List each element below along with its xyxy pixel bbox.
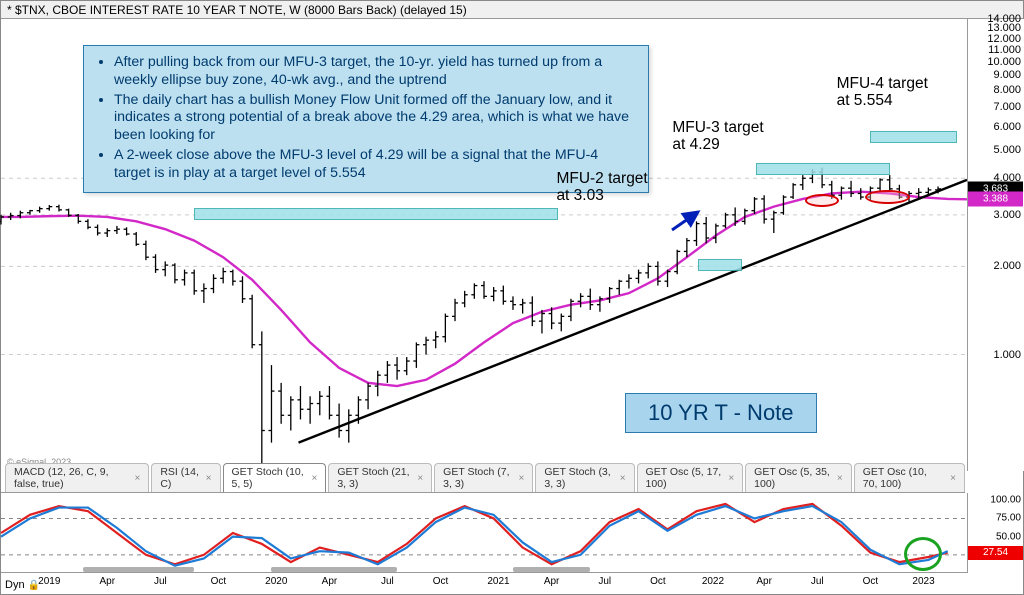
- x-tick: 2020: [265, 576, 287, 587]
- close-icon[interactable]: ×: [206, 473, 212, 484]
- tab-label: GET Osc (10, 70, 100): [863, 466, 944, 490]
- tab-label: GET Stoch (10, 5, 5): [232, 466, 306, 490]
- x-tick: Oct: [650, 576, 666, 587]
- y-tick: 7.000: [993, 101, 1021, 113]
- y-tick: 11.000: [988, 44, 1021, 56]
- annotation-mfu4: MFU-4 target at 5.554: [837, 75, 928, 109]
- target-zone: [756, 163, 889, 175]
- x-tick: 2022: [702, 576, 724, 587]
- time-axis: Dyn 🔒 2019 Apr Jul Oct 2020 Apr Jul Oct 2021 Apr J…: [1, 572, 967, 594]
- x-tick: Oct: [863, 576, 879, 587]
- chart-window: * $TNX, CBOE INTEREST RATE 10 YEAR T NOT…: [0, 0, 1024, 595]
- tab-label: GET Stoch (21, 3, 3): [337, 466, 411, 490]
- close-icon[interactable]: ×: [417, 473, 423, 484]
- y-tick: 3.000: [993, 209, 1021, 221]
- target-zone: [698, 259, 741, 271]
- y-tick: 1.000: [993, 349, 1021, 361]
- tab-label: GET Stoch (7, 3, 3): [443, 466, 512, 490]
- x-tick: Apr: [99, 576, 115, 587]
- x-tick: Oct: [211, 576, 227, 587]
- indicator-tab[interactable]: MACD (12, 26, C, 9, false, true) ×: [5, 463, 149, 492]
- close-icon[interactable]: ×: [620, 473, 626, 484]
- x-tick: Jul: [811, 576, 824, 587]
- oscillator-panel[interactable]: [1, 493, 967, 573]
- x-tick: Jul: [381, 576, 394, 587]
- close-icon[interactable]: ×: [135, 473, 141, 484]
- y-tick: 5.000: [993, 144, 1021, 156]
- close-icon[interactable]: ×: [950, 473, 956, 484]
- indicator-tab[interactable]: GET Osc (5, 35, 100) ×: [745, 463, 852, 492]
- annotation-mfu3: MFU-3 target at 4.29: [672, 119, 763, 153]
- indicator-tab[interactable]: GET Stoch (10, 5, 5) ×: [223, 463, 327, 492]
- osc-last-value: 27.54: [968, 546, 1023, 560]
- indicator-tabs: MACD (12, 26, C, 9, false, true)×RSI (14…: [1, 471, 965, 493]
- close-icon[interactable]: ×: [728, 473, 734, 484]
- highlight-circle: [904, 537, 942, 571]
- tab-label: GET Stoch (3, 3, 3): [544, 466, 613, 490]
- x-tick: Apr: [756, 576, 772, 587]
- y-tick: 6.000: [993, 121, 1021, 133]
- indicator-tab[interactable]: RSI (14, C) ×: [151, 463, 220, 492]
- close-icon[interactable]: ×: [312, 473, 318, 484]
- indicator-tab[interactable]: GET Stoch (3, 3, 3) ×: [535, 463, 634, 492]
- close-icon[interactable]: ×: [519, 473, 525, 484]
- x-tick: 2021: [487, 576, 509, 587]
- x-tick: Apr: [322, 576, 338, 587]
- indicator-tab[interactable]: GET Stoch (7, 3, 3) ×: [434, 463, 533, 492]
- x-tick: Jul: [598, 576, 611, 587]
- y-tick: 2.000: [993, 260, 1021, 272]
- target-zone: [194, 208, 558, 220]
- osc-y-tick: 50.00: [996, 531, 1021, 542]
- x-tick: 2019: [38, 576, 60, 587]
- annotation-mfu2: MFU-2 target at 3.03: [556, 170, 647, 204]
- y-tick: 8.000: [993, 84, 1021, 96]
- tab-label: RSI (14, C): [160, 466, 199, 490]
- osc-y-tick: 75.00: [996, 513, 1021, 524]
- tab-label: MACD (12, 26, C, 9, false, true): [14, 466, 129, 490]
- y-tick: 9.000: [993, 69, 1021, 81]
- arrow-icon: [668, 206, 708, 236]
- osc-y-tick: 100.00: [990, 495, 1021, 506]
- indicator-tab[interactable]: GET Osc (5, 17, 100) ×: [637, 463, 744, 492]
- oscillator-y-axis: 100.0075.0050.0025.0027.54: [967, 493, 1024, 573]
- close-icon[interactable]: ×: [837, 473, 843, 484]
- oscillator-svg: [1, 493, 967, 573]
- commentary-line: The daily chart has a bullish Money Flow…: [114, 92, 634, 145]
- x-tick: 2023: [912, 576, 934, 587]
- chart-label: 10 YR T - Note: [625, 393, 817, 433]
- indicator-tab[interactable]: GET Stoch (21, 3, 3) ×: [328, 463, 432, 492]
- target-zone: [870, 131, 957, 143]
- x-tick: Jul: [154, 576, 167, 587]
- chart-title: * $TNX, CBOE INTEREST RATE 10 YEAR T NOT…: [1, 1, 1023, 19]
- x-tick: Apr: [544, 576, 560, 587]
- tab-label: GET Osc (5, 17, 100): [646, 466, 723, 490]
- x-tick: Oct: [433, 576, 449, 587]
- title-text: * $TNX, CBOE INTEREST RATE 10 YEAR T NOT…: [7, 3, 467, 17]
- dyn-text: Dyn: [5, 579, 25, 591]
- tab-label: GET Osc (5, 35, 100): [754, 466, 831, 490]
- price-marker: 3.388: [968, 192, 1023, 207]
- price-y-axis: 14.00013.00012.00011.00010.0009.0008.000…: [967, 19, 1024, 471]
- commentary-line: After pulling back from our MFU-3 target…: [114, 54, 634, 90]
- indicator-tab[interactable]: GET Osc (10, 70, 100) ×: [854, 463, 965, 492]
- price-chart-panel[interactable]: After pulling back from our MFU-3 target…: [1, 19, 967, 471]
- dyn-label: Dyn 🔒: [5, 579, 40, 591]
- y-tick: 10.000: [987, 56, 1021, 68]
